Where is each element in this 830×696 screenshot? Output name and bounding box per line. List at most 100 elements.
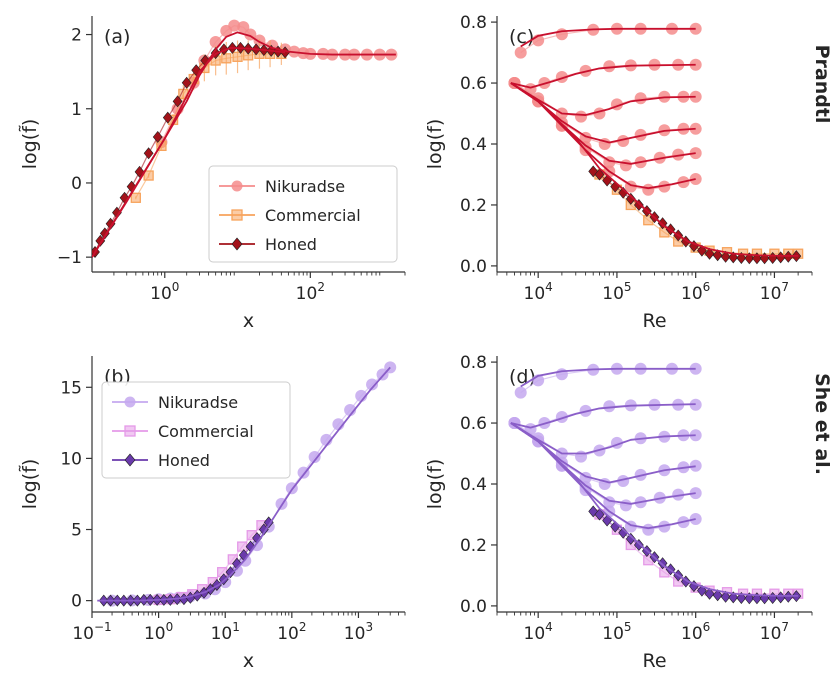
fit-line [510, 63, 696, 89]
y-tick-label: 0.4 [460, 135, 487, 155]
data-point [634, 92, 647, 105]
y-axis-label: log(f̃) [19, 119, 41, 169]
legend-marker [124, 396, 136, 408]
y-tick-label: 0.6 [460, 74, 487, 94]
data-point [237, 541, 248, 552]
data-point [712, 589, 723, 602]
data-point [228, 19, 241, 32]
data-point [143, 147, 154, 160]
fit-line [92, 31, 396, 258]
data-point [575, 110, 588, 123]
legend-marker [231, 180, 243, 192]
y-tick-label: 0.4 [460, 475, 487, 495]
data-point [625, 532, 636, 545]
data-point [603, 60, 616, 73]
y-tick-label: 2 [71, 26, 82, 46]
data-point [308, 450, 321, 463]
data-point [642, 523, 655, 536]
fit-line [510, 82, 696, 116]
panel-c: 104 105 106 107 0.0 0.2 0.4 0.6 0.8 Re log(f) (c) Pr… [424, 13, 830, 332]
y-tick-label: 5 [71, 521, 82, 541]
panel-b: 10−1 100 101 102 103051015xlog(f̃)(b)Nikurad… [19, 356, 406, 672]
y-tick-label: 0.2 [460, 536, 487, 556]
series-line [514, 422, 696, 485]
data-point [514, 46, 527, 59]
data-point [172, 95, 183, 108]
data-point [704, 247, 715, 260]
legend-label: Honed [265, 235, 317, 254]
y-tick-label: 15 [60, 378, 82, 398]
data-point [152, 130, 163, 143]
data-point [603, 400, 616, 413]
data-point [642, 183, 655, 196]
panel-label: (c) [509, 26, 534, 48]
data-point [593, 107, 606, 120]
data-point [658, 180, 671, 193]
legend-label: Nikuradse [158, 393, 238, 412]
data-point [720, 250, 731, 263]
data-point [143, 170, 154, 181]
data-point [689, 459, 702, 472]
y-tick-label: 0 [71, 174, 82, 194]
plot-area [508, 22, 804, 265]
data-point [617, 134, 630, 147]
x-tick-label: 102 [277, 620, 306, 644]
legend-entry: Commercial [112, 422, 254, 441]
data-point [225, 566, 236, 579]
legend: Nikuradse Commercial Honed [208, 165, 398, 263]
data-point [625, 192, 636, 205]
panel-label: (d) [509, 366, 536, 388]
fit-line [510, 82, 799, 257]
y-tick-label: 0 [71, 592, 82, 612]
y-tick-label: 10 [60, 449, 82, 469]
data-point [712, 249, 723, 262]
x-axis-label: x [243, 650, 254, 672]
data-point [555, 368, 568, 381]
fit-line [97, 366, 391, 602]
x-axis-label: Re [642, 650, 666, 672]
x-tick-label: 101 [211, 620, 240, 644]
legend-marker [231, 237, 243, 251]
fit-line [520, 27, 696, 48]
legend-entry: Commercial [219, 206, 361, 225]
data-point [634, 128, 647, 141]
data-point [594, 508, 605, 521]
data-point [221, 53, 232, 64]
panel-label: (a) [104, 26, 130, 48]
x-tick-label: 105 [602, 280, 631, 304]
data-point [672, 488, 685, 501]
x-tick-label: 103 [344, 620, 373, 644]
data-point [672, 148, 685, 161]
data-point [720, 590, 731, 603]
legend-entry: Honed [219, 235, 317, 254]
fit-line [510, 422, 799, 597]
data-point [617, 474, 630, 487]
legend-marker [124, 425, 136, 437]
fit-line [520, 367, 696, 388]
plot-area [508, 362, 804, 605]
y-tick-label: 0.6 [460, 414, 487, 434]
series-nikuradse-r4 [508, 417, 702, 490]
data-point [366, 378, 379, 391]
x-tick-label: 107 [760, 280, 789, 304]
plot-area [92, 19, 398, 258]
y-tick-label: 0.0 [460, 257, 487, 277]
fit-line [92, 47, 286, 258]
y-tick-label: 0.2 [460, 196, 487, 216]
side-label: Prandtl [811, 45, 830, 124]
legend-label: Commercial [158, 422, 254, 441]
legend-marker [124, 453, 136, 467]
data-point [344, 404, 357, 417]
y-tick-label: 0.8 [460, 353, 487, 373]
legend-entry: Honed [112, 451, 210, 470]
x-tick-label: 104 [524, 620, 553, 644]
y-tick-label: 1 [71, 100, 82, 120]
data-point [658, 520, 671, 533]
x-tick-label: 107 [760, 620, 789, 644]
legend-label: Commercial [265, 206, 361, 225]
x-tick-label: 106 [681, 620, 710, 644]
data-point [162, 111, 173, 124]
legend-marker [231, 209, 243, 221]
x-tick-label: 102 [296, 280, 325, 304]
data-point [588, 505, 599, 518]
